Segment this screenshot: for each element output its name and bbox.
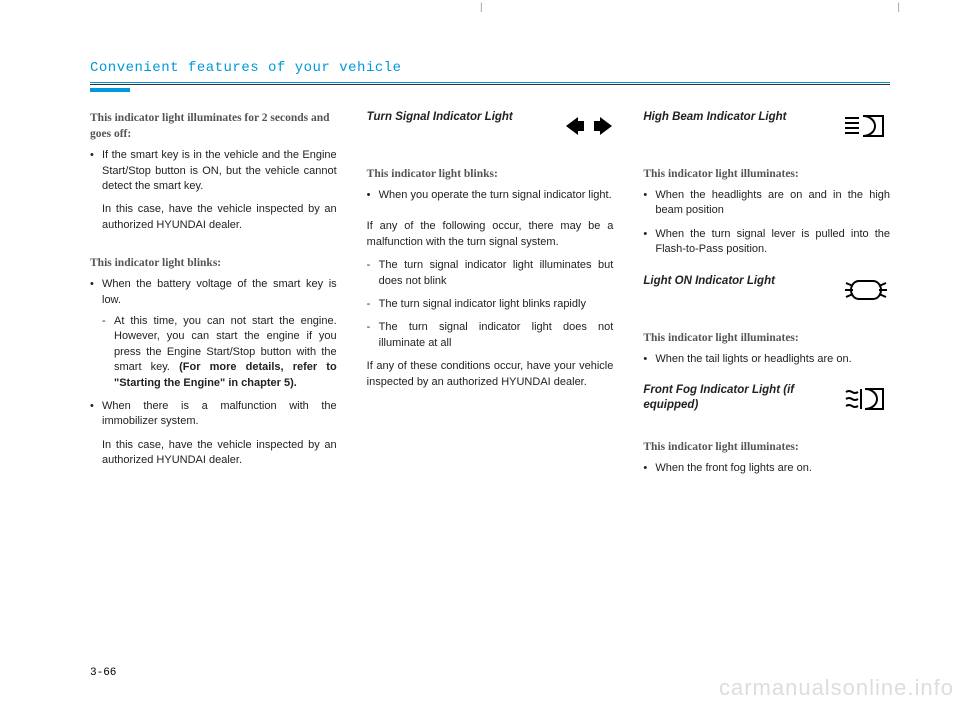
section-header: Convenient features of your vehicle: [90, 60, 890, 76]
crop-mark-top: |: [480, 2, 483, 13]
bullet-fog-on: When the front fog lights are on.: [643, 461, 890, 476]
heading-illuminates-2s: This indicator light illuminates for 2 s…: [90, 110, 337, 142]
column-right: High Beam Indicator Light This indicator…: [643, 110, 890, 485]
column-middle: Turn Signal Indicator Light This indicat…: [367, 110, 614, 485]
heading-illuminates-lo: This indicator light illuminates:: [643, 330, 890, 346]
page-number: 3-66: [90, 667, 116, 679]
heading-blinks-1: This indicator light blinks:: [90, 255, 337, 271]
sub-bullet-engine-start: At this time, you can not start the engi…: [102, 314, 337, 391]
heading-blinks-2: This indicator light blinks:: [367, 166, 614, 182]
content-columns: This indicator light illuminates for 2 s…: [90, 110, 890, 485]
bullet-flash-to-pass: When the turn signal lever is pulled int…: [643, 227, 890, 258]
front-fog-icon: [842, 383, 890, 415]
bullet-smart-key-detect: If the smart key is in the vehicle and t…: [90, 148, 337, 194]
heading-illuminates-hb: This indicator light illuminates:: [643, 166, 890, 182]
column-left: This indicator light illuminates for 2 s…: [90, 110, 337, 485]
bullet-battery-low: When the battery voltage of the smart ke…: [90, 277, 337, 391]
dash-no-illuminate: The turn signal indicator light does not…: [367, 320, 614, 351]
light-on-icon: [842, 274, 890, 306]
para-inspect-3: If any of these conditions occur, have y…: [367, 359, 614, 390]
bullet-hb-position: When the headlights are on and in the hi…: [643, 188, 890, 219]
para-inspect-1: In this case, have the vehicle inspected…: [90, 202, 337, 233]
bullet-tail-lights: When the tail lights or headlights are o…: [643, 352, 890, 367]
bullet-operate-turn: When you operate the turn signal indicat…: [367, 188, 614, 203]
para-inspect-2: In this case, have the vehicle inspected…: [90, 438, 337, 469]
high-beam-icon: [842, 110, 890, 142]
dash-no-blink: The turn signal indicator light illumina…: [367, 258, 614, 289]
dash-rapid-blink: The turn signal indicator light blinks r…: [367, 297, 614, 312]
watermark-text: carmanualsonline.info: [719, 675, 954, 701]
heading-illuminates-fog: This indicator light illuminates:: [643, 439, 890, 455]
header-accent-bar: [90, 88, 130, 92]
header-divider: [90, 82, 890, 85]
bullet-immobilizer: When there is a malfunction with the imm…: [90, 399, 337, 430]
turn-signal-icon: [565, 110, 613, 142]
crop-mark-top-r: |: [897, 2, 900, 13]
para-malfunction-intro: If any of the following occur, there may…: [367, 219, 614, 250]
